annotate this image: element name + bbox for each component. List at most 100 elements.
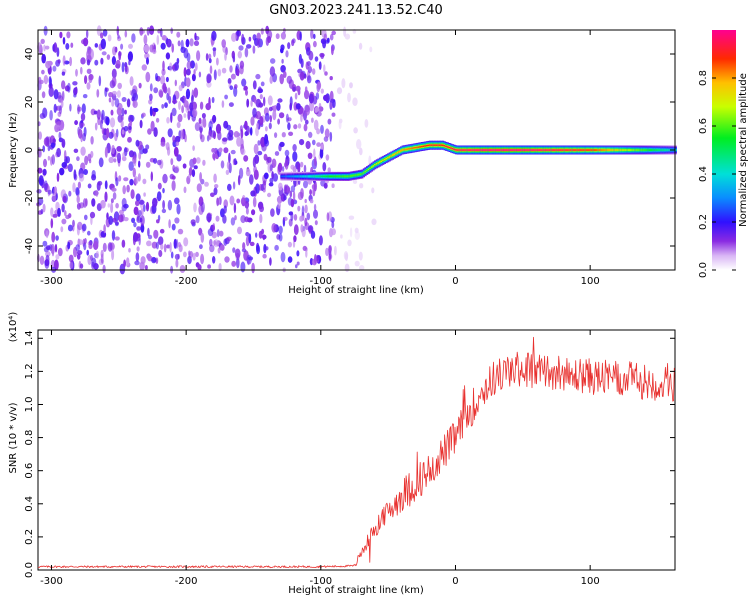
ridge-cell bbox=[566, 149, 569, 151]
ridge-cell bbox=[380, 160, 383, 162]
noise-cell bbox=[51, 246, 55, 257]
ridge-cell bbox=[382, 159, 385, 162]
noise-cell bbox=[358, 251, 363, 261]
noise-cell bbox=[82, 94, 88, 99]
noise-cell bbox=[222, 137, 228, 142]
noise-cell bbox=[327, 118, 332, 125]
noise-cell bbox=[301, 205, 305, 217]
noise-cell bbox=[160, 42, 166, 50]
noise-cell bbox=[88, 74, 93, 84]
noise-cell bbox=[136, 246, 140, 252]
noise-cell bbox=[84, 155, 89, 166]
ridge-cell bbox=[639, 149, 642, 151]
noise-cell bbox=[80, 113, 86, 121]
x-tick-label: -100 bbox=[309, 276, 332, 287]
ridge-cell bbox=[616, 149, 619, 151]
noise-cell bbox=[307, 61, 311, 67]
noise-cell bbox=[40, 208, 44, 215]
noise-cell bbox=[89, 211, 96, 219]
noise-cell bbox=[93, 263, 99, 270]
noise-cell bbox=[304, 104, 311, 116]
noise-cell bbox=[289, 190, 293, 198]
y-tick-label: 0 bbox=[24, 147, 35, 153]
noise-cell bbox=[104, 146, 108, 158]
noise-cell bbox=[263, 96, 266, 107]
colorbar-label: Normalized spectral amplitude bbox=[738, 73, 749, 227]
ridge-cell bbox=[581, 149, 584, 151]
ridge-cell bbox=[396, 151, 399, 154]
noise-cell bbox=[38, 131, 42, 140]
ridge-cell bbox=[506, 149, 509, 151]
ridge-cell bbox=[412, 147, 416, 149]
ridge-cell bbox=[653, 149, 656, 151]
noise-cell bbox=[216, 197, 220, 207]
noise-cell bbox=[191, 73, 196, 82]
noise-cell bbox=[282, 192, 289, 197]
noise-cell bbox=[303, 123, 308, 132]
ridge-cell bbox=[377, 162, 380, 164]
ridge-cell bbox=[632, 149, 635, 151]
noise-cell bbox=[161, 68, 166, 76]
noise-cell bbox=[336, 87, 343, 95]
ridge-cell bbox=[343, 175, 346, 178]
noise-cell bbox=[312, 68, 316, 75]
noise-cell bbox=[126, 257, 130, 266]
noise-cell bbox=[191, 94, 194, 104]
noise-cell bbox=[271, 223, 277, 233]
ridge-cell bbox=[545, 149, 548, 151]
noise-cell bbox=[215, 123, 222, 134]
noise-cell bbox=[127, 51, 133, 62]
ridge-cell bbox=[644, 149, 647, 151]
noise-cell bbox=[149, 93, 153, 102]
noise-cell bbox=[252, 80, 257, 90]
noise-cell bbox=[246, 98, 250, 108]
ridge-cell bbox=[400, 150, 403, 152]
noise-cell bbox=[138, 160, 141, 168]
noise-cell bbox=[243, 85, 248, 91]
noise-cell bbox=[183, 47, 189, 59]
noise-cell bbox=[240, 261, 246, 273]
ridge-cell bbox=[572, 149, 576, 151]
noise-cell bbox=[185, 38, 190, 48]
noise-cell bbox=[213, 173, 217, 183]
noise-cell bbox=[265, 126, 268, 132]
noise-cell bbox=[167, 146, 171, 156]
noise-cell bbox=[215, 215, 220, 222]
noise-cell bbox=[80, 66, 83, 75]
noise-cell bbox=[295, 103, 301, 110]
noise-cell bbox=[314, 56, 319, 62]
ridge-cell bbox=[508, 149, 511, 151]
noise-cell bbox=[82, 132, 86, 142]
noise-cell bbox=[103, 224, 106, 234]
noise-cell bbox=[230, 149, 236, 155]
ridge-cell bbox=[354, 174, 357, 176]
noise-cell bbox=[270, 208, 275, 217]
noise-cell bbox=[244, 201, 250, 209]
noise-cell bbox=[175, 258, 179, 268]
noise-cell bbox=[211, 148, 216, 153]
noise-cell bbox=[253, 169, 259, 180]
noise-cell bbox=[156, 219, 160, 224]
noise-cell bbox=[162, 200, 166, 210]
noise-cell bbox=[135, 193, 141, 202]
noise-cell bbox=[128, 126, 132, 130]
snr-frame bbox=[37, 329, 676, 571]
ridge-cell bbox=[404, 148, 407, 151]
noise-cell bbox=[115, 59, 121, 69]
noise-cell bbox=[213, 187, 218, 196]
ridge-cell bbox=[576, 149, 579, 151]
noise-cell bbox=[226, 124, 232, 131]
ridge-cell bbox=[424, 145, 427, 147]
noise-cell bbox=[123, 147, 128, 157]
noise-cell bbox=[139, 119, 143, 129]
ridge-cell bbox=[346, 175, 349, 178]
noise-cell bbox=[78, 173, 85, 182]
noise-cell bbox=[155, 241, 159, 250]
noise-cell bbox=[131, 217, 136, 223]
noise-cell bbox=[325, 154, 330, 161]
noise-cell bbox=[207, 228, 214, 237]
ridge-cell bbox=[440, 144, 443, 146]
ridge-cell bbox=[348, 175, 351, 178]
noise-cell bbox=[96, 25, 102, 37]
noise-cell bbox=[223, 205, 227, 214]
